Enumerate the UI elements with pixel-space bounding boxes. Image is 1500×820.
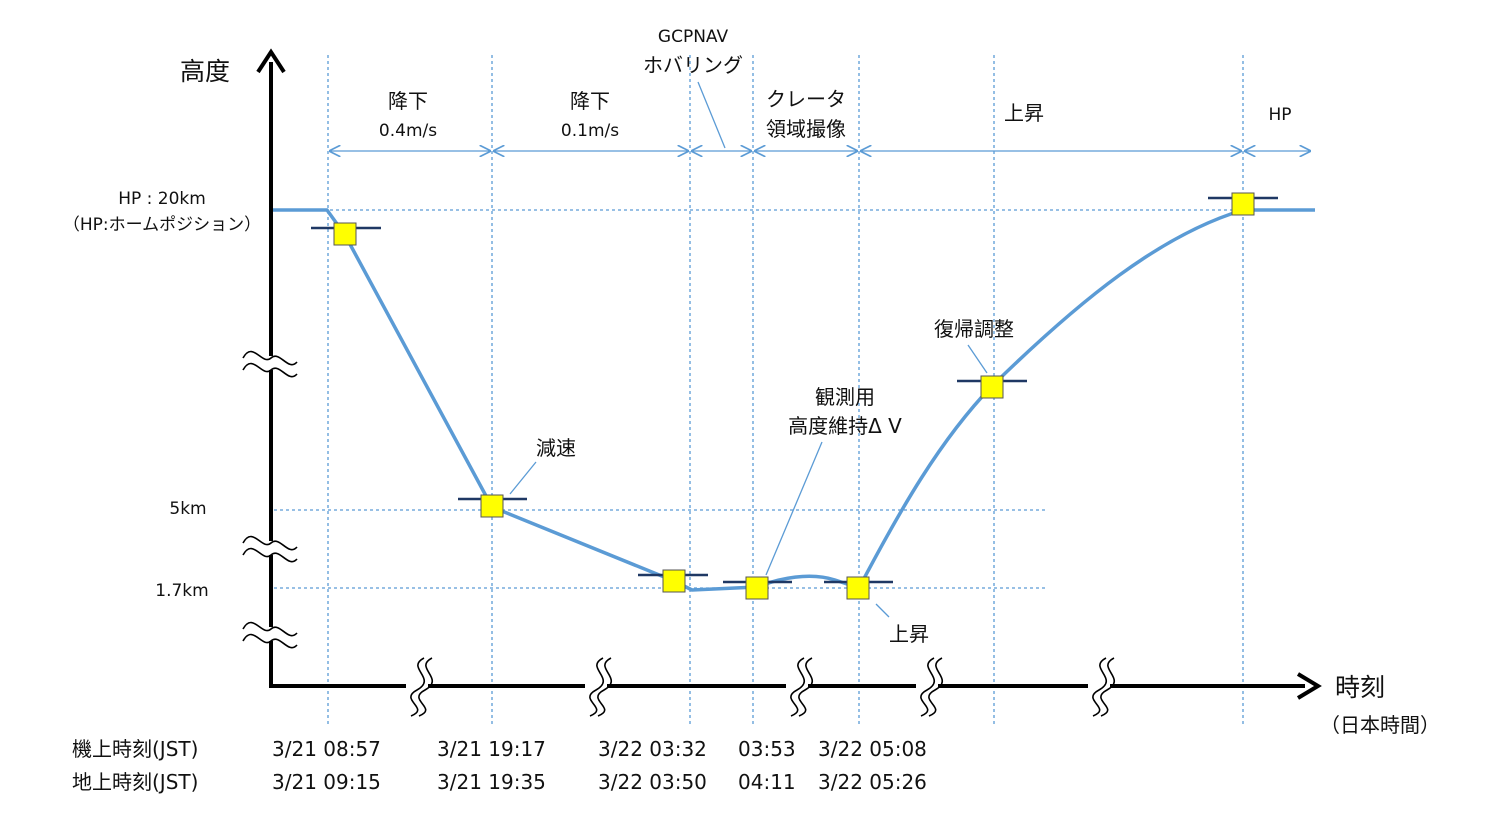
onboard-time-label: 機上時刻(JST)	[72, 737, 198, 761]
phase-descent-04-title: 降下	[388, 89, 428, 113]
marker-0508	[824, 576, 893, 600]
horizontal-guide-lines	[274, 209, 1245, 589]
time-table: 機上時刻(JST) 地上時刻(JST) 3/21 08:57 3/21 19:1…	[72, 737, 927, 794]
annotation-dv-line2: 高度維持Δ V	[788, 414, 902, 438]
yellow-square-marker-icon	[1231, 192, 1255, 216]
x-axis-sublabel: （日本時間）	[1320, 713, 1440, 737]
annotation-ascent: 上昇	[889, 622, 929, 646]
marker-hp-return	[1208, 192, 1278, 216]
decel-leader-line	[509, 461, 537, 495]
yellow-square-marker-icon	[480, 494, 504, 518]
marker-0353	[723, 576, 792, 600]
event-markers	[311, 192, 1278, 600]
hp-altitude-label: HP : 20km	[118, 189, 206, 209]
yellow-square-marker-icon	[846, 576, 870, 600]
wavy-break-icon	[916, 657, 943, 717]
marker-1917	[458, 494, 527, 518]
dv-leader-line	[765, 441, 823, 576]
phase-descent-01-title: 降下	[570, 89, 610, 113]
wavy-break-icon	[585, 657, 612, 717]
marker-0332	[638, 569, 708, 593]
yellow-square-marker-icon	[662, 569, 686, 593]
y-axis-label: 高度	[180, 57, 230, 86]
phase-hovering-subtitle: ホバリング	[643, 53, 743, 77]
ground-time-0915: 3/21 09:15	[272, 770, 381, 794]
ground-time-label: 地上時刻(JST)	[72, 770, 198, 794]
annotation-dv-line1: 観測用	[815, 385, 875, 409]
x-axis-breaks	[406, 657, 1115, 717]
ground-time-0411: 04:11	[738, 770, 796, 794]
return-adjust-leader-line	[967, 344, 988, 374]
wavy-break-icon	[242, 621, 298, 649]
ground-time-0350: 3/22 03:50	[598, 770, 707, 794]
yellow-square-marker-icon	[333, 222, 357, 246]
axes	[256, 48, 1322, 700]
altitude-labels: HP : 20km （HP:ホームポジション） 5km 1.7km	[63, 189, 261, 601]
arrow-head-icon	[256, 48, 286, 74]
phase-hovering-title: GCPNAV	[658, 27, 729, 47]
wavy-break-icon	[242, 535, 298, 563]
phase-labels: 降下 0.4m/s 降下 0.1m/s GCPNAV ホバリング クレータ 領域…	[379, 27, 1292, 149]
y-axis-breaks	[242, 350, 298, 649]
phase-hp-title: HP	[1268, 105, 1291, 125]
onboard-time-0857: 3/21 08:57	[272, 737, 381, 761]
x-axis-label: 時刻	[1335, 673, 1385, 702]
phase-descent-04-rate: 0.4m/s	[379, 121, 437, 141]
ascent-leader-line	[875, 603, 890, 618]
marker-0857	[311, 222, 381, 246]
annotation-decel: 減速	[536, 436, 576, 460]
1700m-label: 1.7km	[155, 581, 208, 601]
phase-ascent-title: 上昇	[1004, 101, 1044, 125]
altitude-profile-curve	[273, 208, 1315, 592]
phase-crater-title: クレータ	[766, 87, 846, 111]
phase-descent-01-rate: 0.1m/s	[561, 121, 619, 141]
axis-labels: 高度 時刻 （日本時間）	[180, 57, 1440, 737]
yellow-square-marker-icon	[745, 576, 769, 600]
onboard-time-1917: 3/21 19:17	[437, 737, 546, 761]
vertical-guide-lines	[327, 55, 1244, 725]
arrow-head-icon	[1296, 672, 1322, 700]
annotations: 減速 観測用 高度維持Δ V 上昇 復帰調整	[509, 317, 1014, 646]
ground-time-0526: 3/22 05:26	[818, 770, 927, 794]
annotation-return-adjust: 復帰調整	[934, 317, 1014, 341]
wavy-break-icon	[1088, 657, 1115, 717]
ground-time-1935: 3/21 19:35	[437, 770, 546, 794]
marker-return-adjust	[957, 375, 1027, 399]
hp-note-label: （HP:ホームポジション）	[63, 215, 261, 235]
hovering-leader-line	[697, 81, 726, 149]
onboard-time-0353: 03:53	[738, 737, 796, 761]
wavy-break-icon	[406, 657, 433, 717]
5km-label: 5km	[169, 499, 206, 519]
wavy-break-icon	[786, 657, 813, 717]
wavy-break-icon	[242, 350, 298, 378]
onboard-time-0332: 3/22 03:32	[598, 737, 707, 761]
yellow-square-marker-icon	[980, 375, 1004, 399]
phase-crater-subtitle: 領域撮像	[766, 117, 846, 141]
onboard-time-0508: 3/22 05:08	[818, 737, 927, 761]
